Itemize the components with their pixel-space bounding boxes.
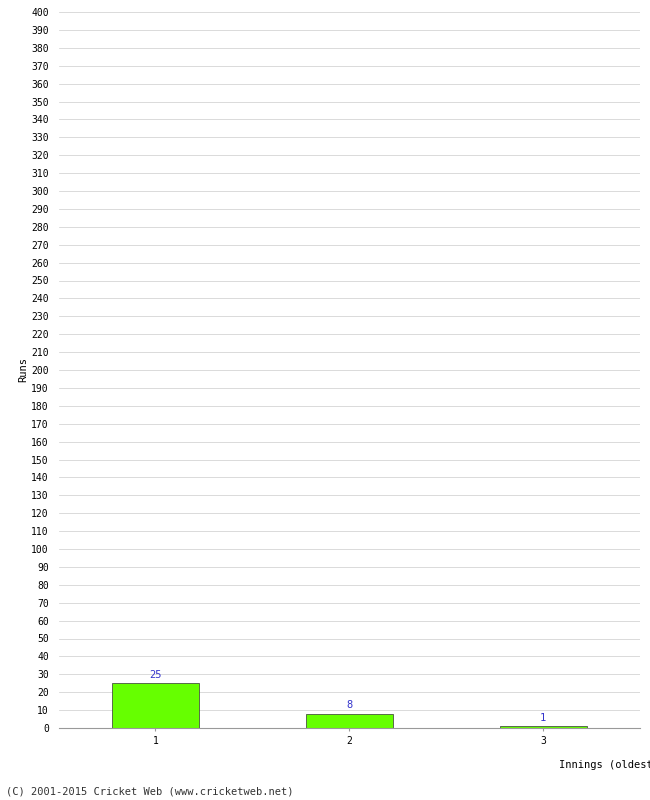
Bar xyxy=(500,726,587,728)
Text: (C) 2001-2015 Cricket Web (www.cricketweb.net): (C) 2001-2015 Cricket Web (www.cricketwe… xyxy=(6,786,294,796)
Text: 8: 8 xyxy=(346,700,352,710)
Bar xyxy=(306,714,393,728)
Y-axis label: Runs: Runs xyxy=(18,358,29,382)
Text: 1: 1 xyxy=(540,713,547,722)
X-axis label: Innings (oldest to newest): Innings (oldest to newest) xyxy=(559,760,650,770)
Text: 25: 25 xyxy=(150,670,162,680)
Bar xyxy=(112,683,199,728)
